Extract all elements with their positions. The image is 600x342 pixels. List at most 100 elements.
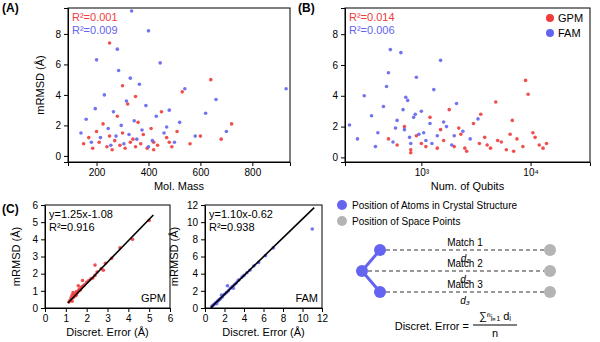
series bbox=[82, 41, 234, 151]
x-tick: 200 bbox=[89, 162, 106, 178]
x-tick: 4 bbox=[126, 308, 132, 324]
point bbox=[123, 146, 127, 150]
x-tick-mark bbox=[66, 308, 67, 312]
x-tick: 1 bbox=[64, 308, 70, 324]
annotation: R²=0.001 bbox=[72, 11, 118, 23]
x-tick: 400 bbox=[141, 162, 158, 178]
plot-frame bbox=[345, 8, 590, 162]
x-tick-label: 5 bbox=[147, 313, 153, 324]
x-tick-label: 6 bbox=[261, 313, 267, 324]
point bbox=[140, 128, 144, 132]
x-tick-label: 2 bbox=[222, 313, 228, 324]
x-axis-line bbox=[46, 309, 171, 313]
x-tick: 12 bbox=[317, 308, 329, 324]
point bbox=[524, 79, 528, 83]
y-axis: 024681012 bbox=[187, 200, 206, 314]
point bbox=[147, 145, 151, 149]
x-tick: 600 bbox=[193, 162, 210, 178]
y-tick-mark bbox=[201, 205, 205, 206]
point bbox=[97, 140, 101, 144]
legend: GPMFAM bbox=[546, 12, 583, 39]
point bbox=[428, 116, 432, 120]
point bbox=[144, 104, 148, 108]
y-tick: 4 bbox=[55, 90, 68, 101]
x-tick-label: 800 bbox=[245, 167, 262, 178]
point bbox=[116, 114, 120, 118]
y-tick: 6 bbox=[332, 60, 345, 71]
point bbox=[121, 84, 125, 88]
y-tick-label: 4 bbox=[32, 234, 38, 245]
x-tick-mark bbox=[149, 308, 150, 312]
x-tick: 4 bbox=[242, 308, 248, 324]
x-tick: 10⁴ bbox=[523, 162, 538, 178]
y-tick-mark bbox=[41, 239, 45, 240]
x-tick-mark bbox=[108, 308, 109, 312]
point bbox=[526, 92, 530, 96]
point bbox=[436, 146, 440, 150]
panel-label: (B) bbox=[298, 1, 315, 15]
x-tick-mark bbox=[225, 308, 226, 312]
x-tick-label: 200 bbox=[89, 167, 106, 178]
x-tick-label: 10³ bbox=[415, 167, 430, 178]
point bbox=[105, 145, 109, 149]
point bbox=[152, 148, 156, 152]
y-tick: 0 bbox=[32, 303, 45, 314]
point bbox=[531, 131, 535, 135]
x-tick: 10³ bbox=[415, 162, 430, 178]
y-tick-mark bbox=[201, 222, 205, 223]
point bbox=[82, 142, 86, 146]
x-tick: 8 bbox=[281, 308, 287, 324]
x-tick: 6 bbox=[261, 308, 267, 324]
x-tick-mark bbox=[97, 162, 98, 166]
point bbox=[424, 139, 428, 143]
y-tick-label: 2 bbox=[32, 268, 38, 279]
point bbox=[389, 48, 393, 52]
point bbox=[95, 58, 99, 62]
annotation: R²=0.006 bbox=[349, 24, 395, 36]
y-axis: 02468 bbox=[55, 9, 68, 163]
point bbox=[445, 125, 449, 129]
y-tick-mark bbox=[341, 157, 345, 158]
x-tick-label: 4 bbox=[242, 313, 248, 324]
point bbox=[521, 145, 525, 149]
point bbox=[193, 134, 197, 138]
point bbox=[79, 131, 83, 135]
point bbox=[442, 120, 446, 124]
y-tick-label: 0 bbox=[32, 303, 38, 314]
point bbox=[374, 145, 378, 149]
point bbox=[356, 137, 360, 141]
point bbox=[117, 69, 121, 73]
plot-frame bbox=[205, 205, 322, 308]
point bbox=[131, 137, 135, 141]
x-axis: 024681012 bbox=[203, 308, 329, 324]
point bbox=[91, 146, 95, 150]
point bbox=[134, 95, 138, 99]
panel-label: (A) bbox=[2, 1, 19, 15]
y-tick-label: 4 bbox=[55, 90, 61, 101]
point bbox=[450, 143, 454, 147]
point bbox=[537, 143, 541, 147]
point bbox=[387, 137, 391, 141]
point bbox=[209, 78, 213, 82]
figure: 20040060080002468R²=0.001R²=0.009Mol. Ma… bbox=[0, 0, 600, 342]
x-tick-label: 12 bbox=[317, 313, 329, 324]
point bbox=[119, 124, 123, 128]
x-tick: 10 bbox=[297, 308, 309, 324]
point bbox=[178, 121, 182, 125]
point bbox=[515, 137, 519, 141]
y-tick-mark bbox=[41, 308, 45, 309]
point bbox=[479, 112, 483, 116]
y-axis-title: mRMSD (Å) bbox=[10, 227, 22, 286]
point bbox=[219, 137, 223, 141]
y-tick-label: 6 bbox=[32, 200, 38, 211]
y-tick-mark bbox=[41, 274, 45, 275]
space-point bbox=[544, 265, 556, 277]
annotation: y=1.10x-0.62 bbox=[209, 208, 273, 220]
point bbox=[109, 143, 113, 147]
y-axis-title: mRMSD (Å) bbox=[34, 55, 46, 114]
x-tick: 2 bbox=[222, 308, 228, 324]
point bbox=[108, 134, 112, 138]
point bbox=[403, 125, 407, 129]
x-axis-title: Num. of Qubits bbox=[431, 180, 505, 192]
point bbox=[160, 110, 164, 114]
